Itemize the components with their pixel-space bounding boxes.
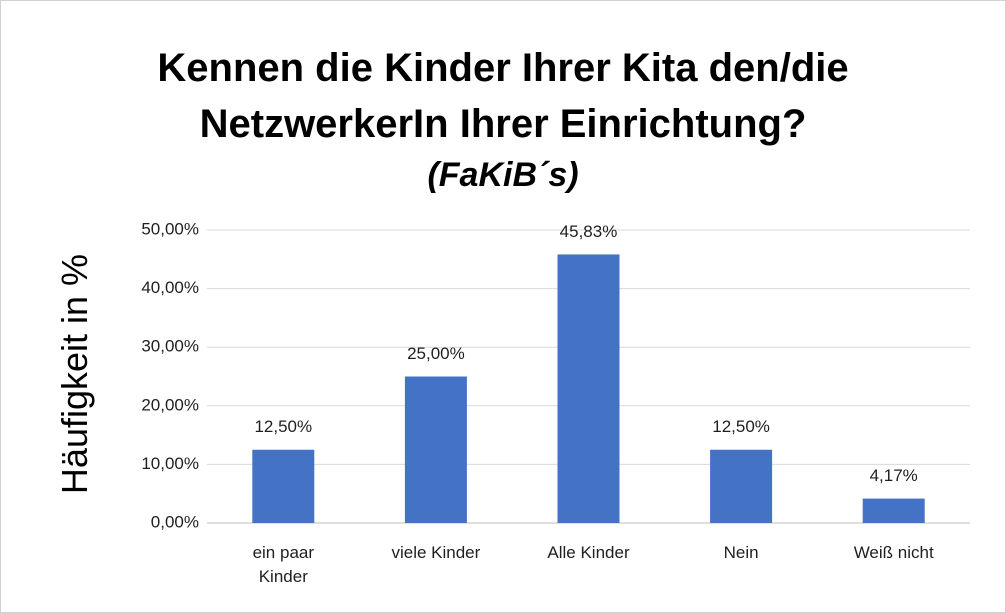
y-tick-label: 50,00% [141, 219, 199, 238]
y-tick-label: 30,00% [141, 337, 199, 356]
x-tick-label: ein paar Kinder [252, 543, 315, 586]
data-label: 4,17% [870, 466, 918, 485]
y-tick-label: 0,00% [151, 512, 199, 531]
bar [710, 449, 773, 523]
data-label: 25,00% [407, 344, 465, 363]
data-label: 12,50% [712, 417, 770, 436]
bar [252, 449, 315, 523]
chart-title: Kennen die Kinder Ihrer Kita den/die Net… [157, 46, 849, 146]
y-tick-label: 10,00% [141, 454, 199, 473]
chart-subtitle: (FaKiB´s) [427, 156, 579, 194]
bar [404, 376, 467, 523]
x-tick-label: viele Kinder [391, 543, 481, 562]
y-tick-label: 40,00% [141, 278, 199, 297]
data-label: 12,50% [254, 417, 312, 436]
x-tick-label: Alle Kinder [547, 543, 630, 562]
x-tick-label: Nein [723, 543, 759, 562]
y-tick-label: 20,00% [141, 395, 199, 414]
x-tick-label: Weiß nicht [853, 543, 934, 562]
data-label: 45,83% [560, 222, 618, 241]
bar [862, 498, 925, 523]
bar [557, 254, 620, 523]
